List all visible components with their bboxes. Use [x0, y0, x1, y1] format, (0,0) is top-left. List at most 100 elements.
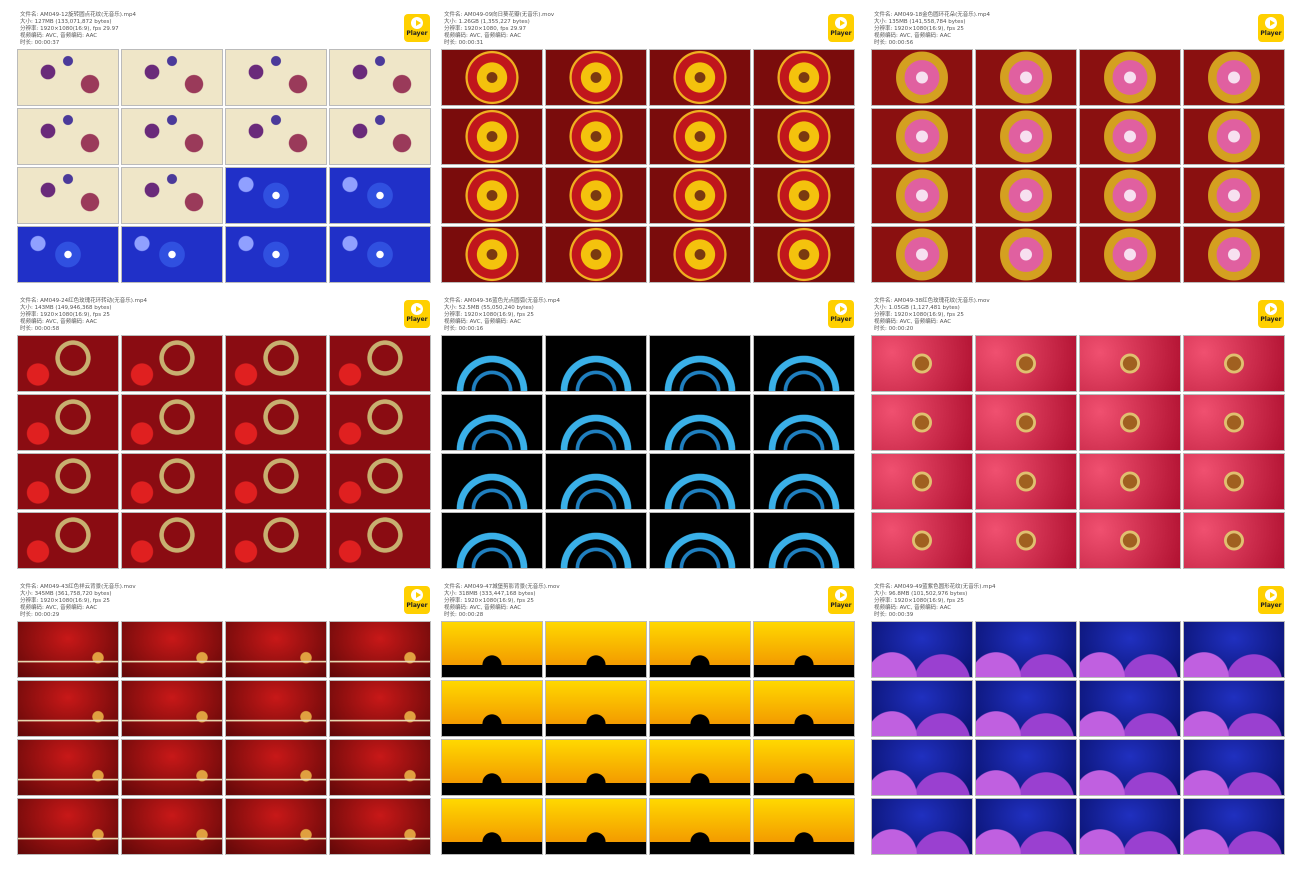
player-label: Player: [1260, 30, 1282, 37]
thumbnail: [1184, 336, 1284, 391]
thumbnail: [650, 50, 750, 105]
thumbnail: [122, 681, 222, 736]
info-line: 分辨率: 1920×1080(16:9), fps 25: [444, 598, 534, 604]
player-button[interactable]: Player: [1258, 586, 1284, 614]
thumbnail: [650, 740, 750, 795]
thumbnail: [1184, 740, 1284, 795]
thumbnail: [546, 622, 646, 677]
player-button[interactable]: Player: [1258, 14, 1284, 42]
thumbnail: [18, 50, 118, 105]
thumbnail: [18, 227, 118, 282]
thumbnail: [976, 799, 1076, 854]
thumbnail-grid: [442, 622, 854, 854]
thumbnail: [1184, 513, 1284, 568]
thumbnail: [546, 513, 646, 568]
thumbnail: [754, 227, 854, 282]
file-info: 文件名: AM049-49蓝紫色圆形花纹(无音乐).mp4 大小: 96.8MB …: [874, 584, 995, 619]
info-line: 视频编码: AVC, 音频编码: AAC: [20, 605, 98, 611]
player-button[interactable]: Player: [404, 586, 430, 614]
thumbnail: [872, 681, 972, 736]
thumbnail: [872, 395, 972, 450]
player-button[interactable]: Player: [828, 300, 854, 328]
thumbnail: [1080, 622, 1180, 677]
thumbnail: [546, 681, 646, 736]
thumbnail: [872, 622, 972, 677]
thumbnail: [122, 454, 222, 509]
thumbnail: [1080, 50, 1180, 105]
thumbnail: [872, 513, 972, 568]
player-label: Player: [406, 316, 428, 323]
info-line: 视频编码: AVC, 音频编码: AAC: [20, 33, 98, 39]
info-line: 文件名: AM049-43红色祥云背景(无音乐).mov: [20, 584, 136, 590]
info-line: 大小: 1.26GB (1,355,227 bytes): [444, 19, 530, 25]
thumbnail: [546, 168, 646, 223]
player-button[interactable]: Player: [404, 14, 430, 42]
contact-sheet: 文件名: AM049-18金色圆环花朵(无音乐).mp4 大小: 135MB (1…: [872, 12, 1284, 290]
thumbnail: [650, 513, 750, 568]
play-icon: [411, 17, 423, 29]
thumbnail: [226, 109, 326, 164]
info-line: 视频编码: AVC, 音频编码: AAC: [444, 605, 522, 611]
thumbnail: [18, 681, 118, 736]
file-info: 文件名: AM049-43红色祥云背景(无音乐).mov 大小: 345MB (3…: [20, 584, 136, 619]
thumbnail: [226, 336, 326, 391]
thumbnail: [1080, 513, 1180, 568]
thumbnail: [546, 395, 646, 450]
player-button[interactable]: Player: [404, 300, 430, 328]
info-line: 视频编码: AVC, 音频编码: AAC: [444, 33, 522, 39]
player-label: Player: [1260, 316, 1282, 323]
contact-sheet: 文件名: AM049-47城堡剪影背景(无音乐).mov 大小: 318MB (3…: [442, 584, 854, 862]
thumbnail: [1080, 454, 1180, 509]
thumbnail: [330, 740, 430, 795]
thumbnail: [650, 681, 750, 736]
thumbnail: [872, 454, 972, 509]
thumbnail: [18, 454, 118, 509]
thumbnail: [976, 395, 1076, 450]
info-line: 分辨率: 1920×1080(16:9), fps 29.97: [20, 26, 119, 32]
player-label: Player: [830, 316, 852, 323]
thumbnail: [330, 513, 430, 568]
player-button[interactable]: Player: [828, 14, 854, 42]
thumbnail: [754, 799, 854, 854]
thumbnail: [18, 513, 118, 568]
info-line: 分辨率: 1920×1080(16:9), fps 25: [20, 312, 110, 318]
play-icon: [411, 589, 423, 601]
info-line: 时长: 00:00:39: [874, 612, 914, 618]
player-button[interactable]: Player: [828, 586, 854, 614]
player-label: Player: [830, 602, 852, 609]
thumbnail: [1080, 336, 1180, 391]
file-info: 文件名: AM049-12旋转圆点花纹(无音乐).mp4 大小: 127MB (1…: [20, 12, 136, 47]
thumbnail: [872, 336, 972, 391]
thumbnail: [872, 227, 972, 282]
file-info: 文件名: AM049-38红色玫瑰花纹(无音乐).mov 大小: 1.05GB (…: [874, 298, 990, 333]
thumbnail: [330, 395, 430, 450]
thumbnail: [1080, 109, 1180, 164]
thumbnail: [330, 227, 430, 282]
thumbnail: [976, 50, 1076, 105]
thumbnail: [1080, 395, 1180, 450]
player-button[interactable]: Player: [1258, 300, 1284, 328]
thumbnail: [976, 227, 1076, 282]
contact-sheet: 文件名: AM049-09向日葵花瓣(无音乐).mov 大小: 1.26GB (1…: [442, 12, 854, 290]
thumbnail-grid: [872, 622, 1284, 854]
thumbnail: [872, 799, 972, 854]
thumbnail: [442, 168, 542, 223]
thumbnail: [546, 50, 646, 105]
thumbnail: [330, 50, 430, 105]
file-info: 文件名: AM049-36蓝色光点圆弧(无音乐).mp4 大小: 52.5MB (…: [444, 298, 560, 333]
info-line: 视频编码: AVC, 音频编码: AAC: [874, 33, 952, 39]
thumbnail: [1184, 622, 1284, 677]
thumbnail: [754, 513, 854, 568]
thumbnail-grid: [442, 336, 854, 568]
thumbnail: [18, 740, 118, 795]
info-line: 大小: 127MB (133,071,872 bytes): [20, 19, 112, 25]
thumbnail: [872, 740, 972, 795]
thumbnail: [226, 740, 326, 795]
file-info: 文件名: AM049-18金色圆环花朵(无音乐).mp4 大小: 135MB (1…: [874, 12, 990, 47]
thumbnail: [226, 168, 326, 223]
thumbnail: [18, 109, 118, 164]
info-line: 文件名: AM049-18金色圆环花朵(无音乐).mp4: [874, 12, 990, 18]
thumbnail: [754, 622, 854, 677]
info-line: 时长: 00:00:20: [874, 326, 914, 332]
thumbnail-grid: [442, 50, 854, 282]
